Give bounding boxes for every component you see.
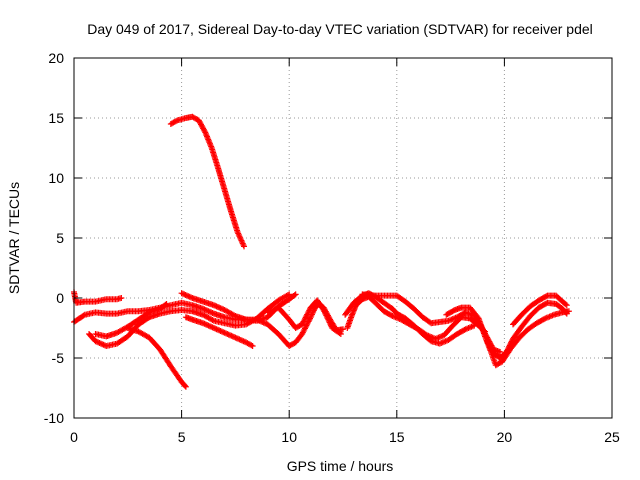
data-point xyxy=(182,383,189,390)
series-6 xyxy=(182,314,256,349)
data-point xyxy=(209,317,216,324)
series-1 xyxy=(124,325,189,390)
series-14 xyxy=(510,292,570,328)
series-13 xyxy=(484,299,570,361)
data-point xyxy=(471,322,478,329)
data-point xyxy=(508,339,515,346)
data-point xyxy=(505,345,512,352)
data-point xyxy=(324,315,331,322)
data-point xyxy=(340,326,346,333)
x-tick-label: 5 xyxy=(178,429,186,445)
data-point xyxy=(284,292,291,299)
y-tick-label: -5 xyxy=(52,350,65,366)
data-point xyxy=(321,309,328,316)
data-point xyxy=(543,293,550,300)
data-point xyxy=(461,326,468,333)
data-point xyxy=(336,330,343,337)
y-tick-label: 20 xyxy=(48,50,64,66)
y-tick-label: 10 xyxy=(48,170,64,186)
data-points xyxy=(71,113,572,390)
data-point xyxy=(388,312,395,319)
y-tick-label: -10 xyxy=(44,410,64,426)
y-tick-label: 0 xyxy=(56,290,64,306)
data-point xyxy=(118,295,125,301)
data-point xyxy=(231,312,238,319)
data-point xyxy=(506,342,513,349)
series-5 xyxy=(92,301,170,340)
data-point xyxy=(307,314,314,321)
data-point xyxy=(563,302,570,309)
data-point xyxy=(562,301,569,308)
data-point xyxy=(325,316,332,323)
data-point xyxy=(182,382,189,389)
data-point xyxy=(323,312,330,319)
data-point xyxy=(248,342,255,349)
axis-ticks xyxy=(73,57,613,419)
x-tick-labels: 0 5 10 15 20 25 xyxy=(70,429,620,445)
data-point xyxy=(508,338,515,345)
data-point xyxy=(563,310,570,317)
series-8 xyxy=(264,297,344,337)
chart-title: Day 049 of 2017, Sidereal Day-to-day VTE… xyxy=(87,21,593,37)
data-point xyxy=(327,320,334,327)
y-axis-label: SDTVAR / TECUs xyxy=(6,182,22,294)
data-point xyxy=(323,313,330,320)
data-point xyxy=(327,322,334,329)
data-point xyxy=(326,319,333,326)
data-point xyxy=(249,343,256,349)
data-point xyxy=(292,291,299,298)
y-tick-label: 15 xyxy=(48,110,64,126)
data-point xyxy=(173,118,180,125)
data-point xyxy=(163,301,170,307)
data-point xyxy=(562,309,569,316)
y-tick-label: 5 xyxy=(56,230,64,246)
data-point xyxy=(80,312,87,319)
x-tick-label: 10 xyxy=(281,429,297,445)
data-point xyxy=(201,128,208,135)
y-tick-labels: -10 -5 0 5 10 15 20 xyxy=(44,50,64,426)
data-point xyxy=(497,349,504,355)
x-tick-label: 20 xyxy=(497,429,513,445)
x-tick-label: 0 xyxy=(70,429,78,445)
data-point xyxy=(503,349,510,355)
data-point xyxy=(291,292,298,299)
x-tick-label: 15 xyxy=(389,429,405,445)
grid xyxy=(74,58,612,418)
data-point xyxy=(504,347,511,354)
data-point xyxy=(241,243,248,250)
data-point xyxy=(337,331,344,337)
x-axis-label: GPS time / hours xyxy=(287,458,394,474)
data-point xyxy=(162,301,169,308)
data-point xyxy=(325,318,332,325)
data-point xyxy=(322,311,329,318)
data-point xyxy=(507,341,514,348)
data-point xyxy=(321,308,328,315)
series-0 xyxy=(167,113,248,250)
data-point xyxy=(286,291,293,298)
x-tick-label: 25 xyxy=(604,429,620,445)
series-2 xyxy=(71,289,125,306)
data-point xyxy=(506,343,513,350)
data-point xyxy=(320,307,327,313)
data-point xyxy=(541,316,548,323)
data-point xyxy=(504,346,511,353)
